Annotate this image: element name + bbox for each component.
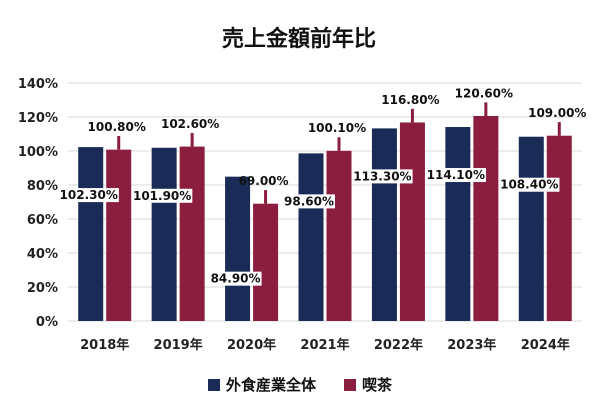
bar-kissa (253, 203, 279, 321)
data-label-overall: 98.60% (284, 194, 334, 208)
bar-overall (371, 128, 397, 321)
data-label-bg (352, 169, 413, 184)
data-label-bg (209, 271, 262, 286)
y-tick-label: 80% (27, 179, 58, 194)
data-label-kissa: 109.00% (528, 106, 586, 120)
data-label-overall: 84.90% (211, 272, 261, 286)
data-label-kissa: 102.60% (161, 117, 219, 131)
data-labels: 102.30% 100.80% 101.90% 102.60% 84.90% 69.00%… (58, 86, 586, 286)
bar-kissa (546, 135, 572, 321)
bar-overall (298, 153, 324, 321)
data-label-overall: 113.30% (353, 169, 411, 183)
x-tick-label: 2022年 (374, 337, 423, 353)
bar-kissa (326, 150, 352, 321)
bar-overall (225, 176, 251, 321)
y-tick-label: 140% (18, 77, 58, 92)
x-axis: 2018年 2019年 2020年 2021年 2022年 2023年 2024年 (80, 337, 570, 353)
data-label-bg (131, 188, 193, 203)
bar-kissa (106, 149, 132, 321)
x-tick-label: 2021年 (300, 337, 349, 353)
x-tick-label: 2020年 (227, 337, 276, 353)
chart-title: 売上金額前年比 (222, 26, 376, 52)
y-tick-label: 0% (36, 315, 58, 330)
legend-swatch (344, 379, 357, 391)
data-label-kissa: 100.10% (308, 121, 366, 135)
bar-overall (78, 147, 104, 321)
y-tick-label: 20% (27, 281, 58, 296)
y-axis: 0% 20% 40% 60% 80% 100% 120% 140% (18, 77, 58, 330)
y-tick-label: 100% (18, 145, 58, 160)
x-tick-label: 2024年 (521, 337, 570, 353)
y-tick-label: 120% (18, 111, 58, 126)
x-tick-label: 2019年 (154, 337, 203, 353)
data-label-bg (425, 168, 487, 183)
data-label-bg (58, 188, 119, 203)
legend-label: 喫茶 (362, 376, 393, 394)
bars (78, 102, 572, 321)
x-tick-label: 2018年 (80, 337, 129, 353)
data-label-overall: 102.30% (60, 188, 118, 202)
data-label-overall: 114.10% (427, 168, 485, 182)
x-tick-label: 2023年 (447, 337, 496, 353)
legend: 外食産業全体 喫茶 (208, 376, 393, 394)
data-label-kissa: 120.60% (455, 86, 513, 100)
data-label-bg (283, 194, 335, 209)
data-label-overall: 108.40% (500, 178, 558, 192)
legend-label: 外食産業全体 (225, 376, 317, 394)
y-tick-label: 40% (27, 247, 58, 262)
bar-overall (518, 136, 544, 321)
bar-kissa (399, 122, 425, 321)
y-tick-label: 60% (27, 213, 58, 228)
data-label-overall: 101.90% (133, 189, 191, 203)
bar-kissa (179, 146, 205, 321)
data-label-bg (499, 177, 560, 192)
data-label-kissa: 69.00% (239, 174, 289, 188)
bar-overall (151, 147, 177, 321)
bar-overall (445, 127, 471, 321)
legend-swatch (208, 379, 220, 391)
data-label-kissa: 116.80% (381, 93, 439, 107)
bar-kissa (473, 115, 499, 321)
data-label-kissa: 100.80% (88, 120, 146, 134)
